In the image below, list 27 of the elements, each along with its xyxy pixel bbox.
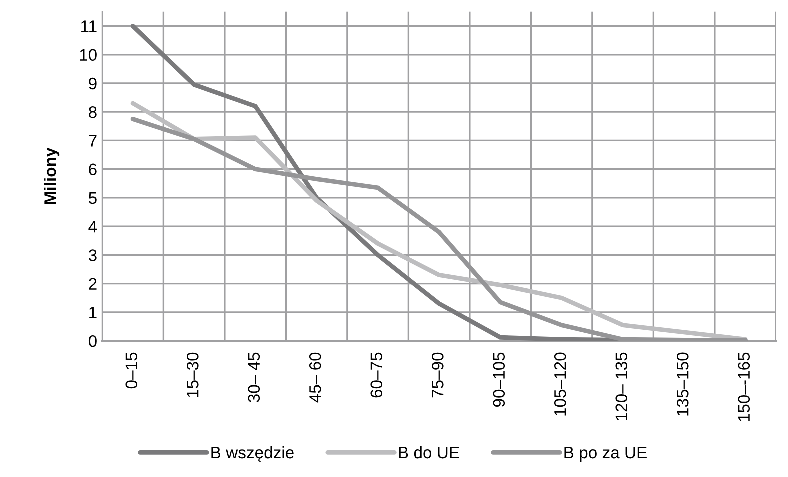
x-tick-label: 15–30 bbox=[186, 352, 199, 398]
x-tick-label: 135–150 bbox=[676, 352, 689, 416]
x-tick-label: 105–120 bbox=[554, 352, 566, 416]
y-tick-label: 0 bbox=[88, 335, 97, 348]
y-tick-label: 2 bbox=[89, 278, 97, 290]
x-tick-label: 0–15 bbox=[126, 352, 138, 389]
y-tick-label: 8 bbox=[89, 106, 97, 118]
x-tick-label: 30– 45 bbox=[248, 352, 260, 402]
legend-label: B do UE bbox=[399, 446, 460, 459]
y-tick-label: 4 bbox=[88, 221, 98, 233]
x-tick-label: 45– 60 bbox=[309, 352, 322, 403]
y-axis-title: Miliony bbox=[44, 148, 60, 204]
y-tick-label: 10 bbox=[80, 49, 97, 62]
x-tick-label: 90–105 bbox=[493, 352, 506, 407]
x-tick-label: 150–-165 bbox=[738, 352, 750, 422]
y-tick-label: 3 bbox=[88, 250, 97, 262]
x-tick-label: 75–90 bbox=[432, 352, 444, 398]
y-tick-label: 11 bbox=[82, 20, 97, 32]
legend-label: B po za UE bbox=[564, 447, 647, 462]
legend-label: B wszędzie bbox=[212, 446, 294, 462]
y-tick-label: 5 bbox=[88, 192, 97, 204]
y-tick-label: 1 bbox=[90, 307, 97, 318]
x-tick-label: 60–75 bbox=[370, 352, 383, 398]
y-tick-label: 6 bbox=[89, 164, 97, 176]
y-tick-label: 7 bbox=[89, 135, 97, 147]
x-tick-label: 120– 135 bbox=[616, 352, 628, 420]
y-tick-label: 9 bbox=[89, 78, 97, 90]
